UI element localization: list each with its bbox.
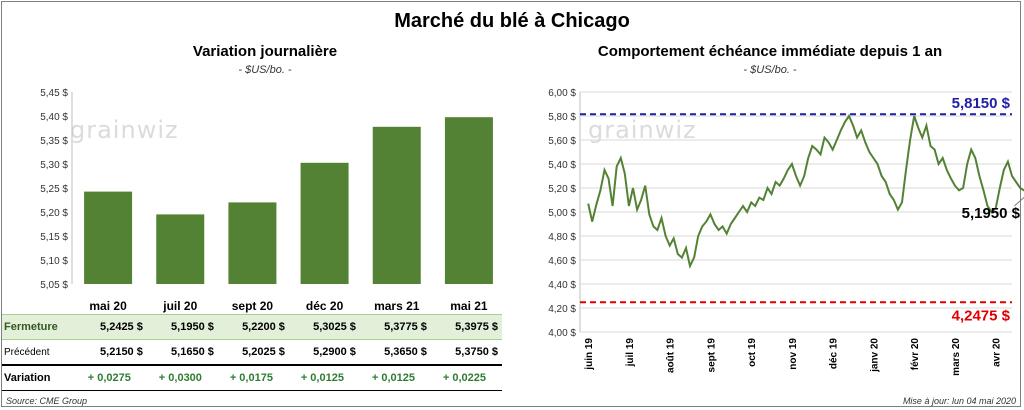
x-tick-label: sept 20 — [232, 299, 274, 313]
y-tick-label: 5,20 $ — [548, 184, 576, 195]
update-note: Mise à jour: lun 04 mai 2020 — [902, 396, 1016, 406]
y-tick-label: 5,30 $ — [40, 160, 68, 171]
last-value-leader — [1014, 196, 1024, 207]
x-tick-label: déc 19 — [829, 338, 840, 370]
bar — [84, 191, 133, 284]
x-tick-label: avr 20 — [992, 338, 1003, 367]
y-tick-label: 5,05 $ — [40, 280, 68, 291]
y-tick-label: 5,80 $ — [548, 112, 576, 123]
table-cell: 5,1950 $ — [146, 314, 218, 340]
row-label: Variation — [2, 364, 76, 391]
x-tick-label: mai 20 — [89, 299, 127, 313]
price-line — [587, 113, 1024, 270]
bar — [228, 202, 277, 284]
left-unit: - $US/bo. - — [238, 64, 292, 76]
bar-chart: 5,05 $ 5,10 $ 5,15 $ 5,20 $ 5,25 $ 5,30 $ 5,35… — [40, 88, 493, 313]
x-tick-label: juil 19 — [625, 338, 636, 368]
y-tick-label: 5,25 $ — [40, 184, 68, 195]
table-cell: + 0,0125 — [288, 364, 360, 391]
left-subtitle: Variation journalière — [192, 43, 338, 60]
y-tick-label: 5,60 $ — [548, 136, 576, 147]
right-unit: - $US/bo. - — [743, 64, 797, 76]
y-tick-label: 5,20 $ — [40, 208, 68, 219]
high-label: 5,8150 $ — [952, 95, 1011, 112]
y-tick-label: 5,35 $ — [40, 136, 68, 147]
right-watermark: grainwiz — [588, 116, 697, 144]
x-tick-label: nov 19 — [788, 338, 799, 370]
y-tick-label: 6,00 $ — [548, 88, 576, 99]
y-tick-label: 4,20 $ — [548, 304, 576, 315]
right-subtitle: Comportement échéance immédiate depuis 1… — [597, 43, 943, 60]
table-cell: + 0,0275 — [75, 364, 147, 391]
x-tick-label: oct 19 — [747, 338, 758, 367]
low-label: 4,2475 $ — [952, 307, 1011, 324]
table-row: Précédent 5,2150 $ 5,1650 $ 5,2025 $ 5,2900 … — [2, 340, 502, 366]
table-cell: + 0,0125 — [359, 364, 431, 391]
last-value-label: 5,1950 $ — [962, 205, 1021, 222]
x-tick-label: mars 21 — [374, 299, 420, 313]
y-tick-label: 4,40 $ — [548, 280, 576, 291]
bar — [300, 162, 349, 284]
x-tick-label: juil 20 — [162, 299, 197, 313]
y-tick-label: 4,00 $ — [548, 328, 576, 339]
y-tick-label: 4,60 $ — [548, 256, 576, 267]
x-tick-label: juin 19 — [584, 338, 595, 371]
table-cell: 5,2200 $ — [217, 314, 289, 340]
y-tick-label: 4,80 $ — [548, 232, 576, 243]
table-cell: 5,3650 $ — [384, 346, 427, 358]
y-tick-label: 5,15 $ — [40, 232, 68, 243]
table-cell: + 0,0225 — [430, 364, 502, 391]
table-cell: 5,2150 $ — [100, 346, 143, 358]
left-watermark: grainwiz — [70, 116, 179, 144]
table-cell: 5,2900 $ — [313, 346, 356, 358]
x-tick-label: mai 21 — [450, 299, 488, 313]
row-label: Précédent — [4, 346, 50, 358]
table-cell: 5,3750 $ — [455, 346, 498, 358]
table-cell: 5,2425 $ — [75, 314, 147, 340]
table-cell: + 0,0300 — [146, 364, 218, 391]
x-tick-label: août 19 — [666, 338, 677, 373]
y-tick-label: 5,40 $ — [548, 160, 576, 171]
table-cell: 5,3975 $ — [430, 314, 502, 340]
y-tick-label: 5,40 $ — [40, 112, 68, 123]
y-tick-label: 5,45 $ — [40, 88, 68, 99]
bar — [156, 214, 205, 284]
price-table: Fermeture 5,2425 $5,1950 $5,2200 $5,3025 … — [2, 314, 502, 391]
x-tick-label: févr 20 — [910, 338, 921, 371]
table-cell: 5,3025 $ — [288, 314, 360, 340]
row-label: Fermeture — [2, 314, 76, 340]
y-tick-label: 5,00 $ — [548, 208, 576, 219]
x-tick-label: sept 19 — [706, 338, 717, 373]
x-tick-label: mars 20 — [951, 338, 962, 376]
bar — [444, 117, 493, 284]
table-row: Variation + 0,0275 + 0,0300 + 0,0175 + 0,012… — [2, 364, 502, 391]
x-tick-label: déc 20 — [306, 299, 344, 313]
bar — [372, 126, 421, 284]
table-cell: 5,1650 $ — [171, 346, 214, 358]
x-tick-label: janv 20 — [869, 338, 880, 373]
table-row: Fermeture 5,2425 $5,1950 $5,2200 $5,3025 … — [2, 314, 502, 340]
table-cell: 5,2025 $ — [242, 346, 285, 358]
table-cell: + 0,0175 — [217, 364, 289, 391]
table-cell: 5,3775 $ — [359, 314, 431, 340]
y-tick-label: 5,10 $ — [40, 256, 68, 267]
source-note: Source: CME Group — [6, 396, 88, 406]
main-title: Marché du blé à Chicago — [394, 10, 630, 32]
